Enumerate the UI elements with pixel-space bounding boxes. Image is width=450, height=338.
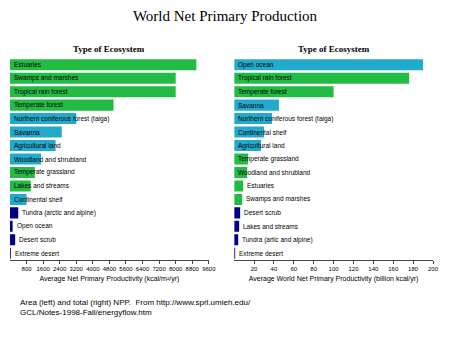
svg-text:Estuaries: Estuaries xyxy=(247,182,275,189)
svg-text:200: 200 xyxy=(428,266,439,272)
svg-text:Tundra (arctic and alpine): Tundra (arctic and alpine) xyxy=(22,209,96,217)
svg-text:40: 40 xyxy=(271,266,278,272)
svg-text:Type of Ecosystem: Type of Ecosystem xyxy=(73,44,145,54)
svg-text:Temperate forest: Temperate forest xyxy=(14,101,63,109)
svg-text:Type of Ecosystem: Type of Ecosystem xyxy=(298,44,370,54)
svg-text:Desert scrub: Desert scrub xyxy=(244,209,281,216)
svg-text:20: 20 xyxy=(251,266,258,272)
svg-text:Extreme desert: Extreme desert xyxy=(239,250,283,257)
svg-text:Savanna: Savanna xyxy=(238,102,264,109)
svg-text:Lakes and streams: Lakes and streams xyxy=(243,223,299,230)
svg-text:Woodland and shrubland: Woodland and shrubland xyxy=(238,169,311,176)
svg-text:4800: 4800 xyxy=(103,266,117,272)
svg-text:Average Net Primary Productivi: Average Net Primary Productivity (kcal/m… xyxy=(39,275,179,283)
svg-text:Continental shelf: Continental shelf xyxy=(238,129,287,136)
svg-text:5600: 5600 xyxy=(119,266,133,272)
svg-text:Open ocean: Open ocean xyxy=(17,222,53,230)
svg-text:Desert scrub: Desert scrub xyxy=(19,236,56,243)
svg-text:8000: 8000 xyxy=(169,266,183,272)
svg-text:3200: 3200 xyxy=(70,266,84,272)
svg-text:Agricultural land: Agricultural land xyxy=(14,142,61,150)
svg-text:Temperate grassland: Temperate grassland xyxy=(238,155,299,163)
svg-text:Tundra (artic and alpine): Tundra (artic and alpine) xyxy=(242,236,313,244)
svg-text:140: 140 xyxy=(368,266,379,272)
svg-text:Tropical rain forest: Tropical rain forest xyxy=(14,88,68,96)
svg-text:Savanna: Savanna xyxy=(14,129,40,136)
svg-text:80: 80 xyxy=(310,266,317,272)
svg-text:Lakes and streams: Lakes and streams xyxy=(14,182,70,189)
svg-text:Woodland and shrubland: Woodland and shrubland xyxy=(14,156,87,163)
svg-text:Swamps and marshes: Swamps and marshes xyxy=(14,74,79,82)
svg-text:Temperate grassland: Temperate grassland xyxy=(14,168,75,176)
svg-text:7200: 7200 xyxy=(152,266,166,272)
svg-text:4000: 4000 xyxy=(86,266,100,272)
svg-text:Estuaries: Estuaries xyxy=(14,61,42,68)
svg-text:World Net Primary Production: World Net Primary Production xyxy=(133,8,318,24)
svg-text:Average World Net Primary Prod: Average World Net Primary Productivity (… xyxy=(249,275,419,283)
svg-text:160: 160 xyxy=(388,266,399,272)
svg-text:120: 120 xyxy=(348,266,359,272)
svg-text:180: 180 xyxy=(408,266,419,272)
svg-text:Temperate forest: Temperate forest xyxy=(238,88,287,96)
svg-text:2400: 2400 xyxy=(53,266,67,272)
svg-text:6400: 6400 xyxy=(136,266,150,272)
svg-text:9600: 9600 xyxy=(202,266,216,272)
svg-text:Northern coniferous forest (ta: Northern coniferous forest (taiga) xyxy=(14,115,109,123)
svg-text:Extreme desert: Extreme desert xyxy=(15,250,59,257)
svg-text:Area (left) and total (right): Area (left) and total (right) NPP. From … xyxy=(20,298,251,317)
svg-text:100: 100 xyxy=(329,266,340,272)
svg-text:Agricultural land: Agricultural land xyxy=(238,142,285,150)
svg-text:Northern coniferous forest (ta: Northern coniferous forest (taiga) xyxy=(238,115,333,123)
svg-text:1600: 1600 xyxy=(36,266,50,272)
svg-text:Open ocean: Open ocean xyxy=(238,61,274,69)
svg-text:Swamps and marshes: Swamps and marshes xyxy=(246,195,311,203)
svg-text:Tropical rain forest: Tropical rain forest xyxy=(238,74,292,82)
svg-text:800: 800 xyxy=(22,266,33,272)
svg-text:60: 60 xyxy=(290,266,297,272)
svg-text:8800: 8800 xyxy=(186,266,200,272)
svg-text:Continental shelf: Continental shelf xyxy=(14,196,63,203)
